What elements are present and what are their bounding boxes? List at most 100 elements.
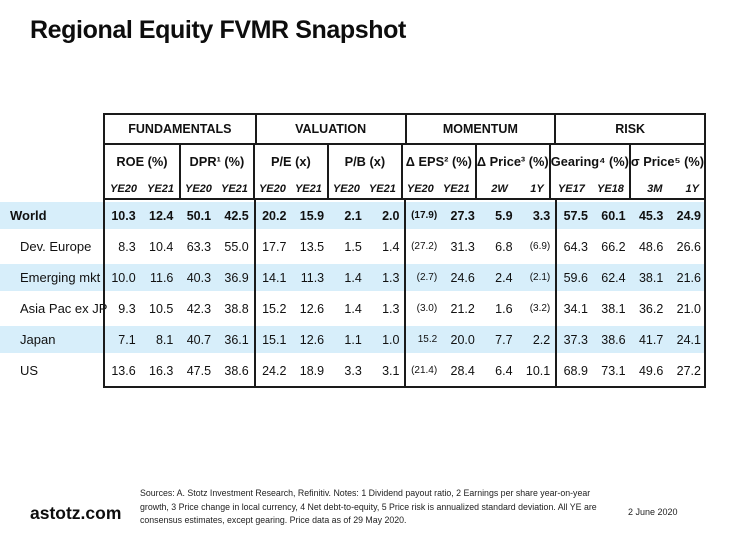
value-cell: 1.1 <box>344 332 362 347</box>
period-label: YE20 <box>406 183 434 195</box>
metric-label: P/B (x) <box>344 153 386 169</box>
metric-header-p-e-x: P/E (x) YE20 YE21 <box>252 145 327 198</box>
table-divider-momentum-risk <box>555 200 557 388</box>
row-label: World <box>10 208 47 223</box>
metric-header-gearing: Gearing⁴ (%) YE17 YE18 <box>548 145 629 198</box>
value-cell: (17.9) <box>411 210 438 221</box>
value-cell: 12.4 <box>149 208 174 223</box>
value-cell: (3.0) <box>416 303 438 314</box>
metric-header-p-b-x: P/B (x) YE20 YE21 <box>326 145 401 198</box>
value-cell: 2.2 <box>532 332 551 347</box>
value-cell: 20.2 <box>262 208 287 223</box>
value-cell: 42.3 <box>186 301 212 316</box>
row-label: US <box>20 363 39 378</box>
slide-date: 2 June 2020 <box>628 507 678 517</box>
period-label: 2W <box>491 183 508 195</box>
value-cell: 12.6 <box>299 301 325 316</box>
table-header: FUNDAMENTALS VALUATION MOMENTUM RISK ROE (%… <box>103 113 706 200</box>
value-cell: 24.2 <box>262 363 287 378</box>
row-label: Dev. Europe <box>20 239 92 254</box>
value-cell: 55.0 <box>224 239 249 254</box>
table-row-asia-pac-ex-jp: Asia Pac ex JP 9.3 10.5 42.3 38.8 15.2 12.6 1.4… <box>0 295 706 326</box>
period-label: YE21 <box>147 183 174 195</box>
value-cell: 11.3 <box>300 270 325 285</box>
value-cell: 8.1 <box>155 332 174 347</box>
table-divider-fundamentals-valuation <box>254 200 256 388</box>
period-row: YE20 YE21 <box>255 177 327 198</box>
period-label: YE17 <box>557 183 585 195</box>
period-label: YE20 <box>332 183 360 195</box>
metric-header-eps: Δ EPS² (%) YE20 YE21 <box>400 145 475 198</box>
value-cell: 21.0 <box>676 301 701 316</box>
row-label: Asia Pac ex JP <box>20 301 108 316</box>
value-cell: 11.6 <box>149 270 174 285</box>
value-cell: 3.3 <box>532 208 551 223</box>
value-cell: 1.4 <box>382 239 400 254</box>
value-cell: 45.3 <box>638 208 664 223</box>
value-cell: 36.2 <box>638 301 664 316</box>
period-row: YE20 YE21 <box>403 177 475 198</box>
metric-label: ROE (%) <box>116 153 168 169</box>
table-row-japan: Japan 7.1 8.1 40.7 36.1 15.1 12.6 1.1 1.0 15.2 20.… <box>0 326 706 357</box>
metric-label: DPR¹ (%) <box>189 153 245 169</box>
value-cell: 10.3 <box>111 208 136 223</box>
period-row: YE20 YE21 <box>329 177 401 198</box>
metric-header-row: ROE (%) YE20 YE21 DPR¹ (%) YE20 YE21 P/E (x) YE… <box>105 145 704 198</box>
value-cell: 21.6 <box>676 270 701 285</box>
value-cell: (3.2) <box>529 303 551 314</box>
value-cell: 40.7 <box>186 332 212 347</box>
metric-label: Δ Price³ (%) <box>476 153 549 169</box>
value-cell: 38.8 <box>224 301 249 316</box>
value-cell: 38.1 <box>601 301 626 316</box>
period-row: YE17 YE18 <box>551 177 629 198</box>
value-cell: 6.8 <box>495 239 513 254</box>
value-cell: 28.4 <box>450 363 475 378</box>
value-cell: 8.3 <box>118 239 136 254</box>
value-cell: 3.3 <box>344 363 362 378</box>
value-cell: (27.2) <box>411 241 438 252</box>
value-cell: 1.4 <box>344 301 362 316</box>
value-cell: 20.0 <box>450 332 475 347</box>
group-header-row: FUNDAMENTALS VALUATION MOMENTUM RISK <box>105 115 704 145</box>
value-cell: 1.5 <box>344 239 362 254</box>
period-label: YE21 <box>368 183 396 195</box>
value-cell: 38.1 <box>638 270 664 285</box>
table-row-us: US 13.6 16.3 47.5 38.6 24.2 18.9 3.3 3.1 (21.4) 28… <box>0 357 706 388</box>
value-cell: 63.3 <box>186 239 212 254</box>
metric-label: Gearing⁴ (%) <box>550 153 629 169</box>
value-cell: 36.9 <box>224 270 249 285</box>
value-cell: 37.3 <box>563 332 588 347</box>
metric-header-price: σ Price⁵ (%) 3M 1Y <box>628 145 704 198</box>
period-row: 2W 1Y <box>477 177 549 198</box>
value-cell: 10.1 <box>525 363 551 378</box>
group-header-fundamentals: FUNDAMENTALS <box>128 122 232 136</box>
value-cell: 12.6 <box>299 332 325 347</box>
value-cell: 1.6 <box>495 301 513 316</box>
value-cell: 41.7 <box>638 332 664 347</box>
value-cell: 15.2 <box>262 301 287 316</box>
table-row-world: World 10.3 12.4 50.1 42.5 20.2 15.9 2.1 2.0 (17.9… <box>0 202 706 233</box>
value-cell: 1.3 <box>382 301 400 316</box>
value-cell: 2.0 <box>382 208 400 223</box>
group-header-valuation: VALUATION <box>254 115 405 143</box>
period-row: YE20 YE21 <box>181 177 253 198</box>
value-cell: 21.2 <box>450 301 475 316</box>
value-cell: 10.4 <box>149 239 174 254</box>
row-label: Japan <box>20 332 56 347</box>
metric-header-price: Δ Price³ (%) 2W 1Y <box>474 145 549 198</box>
group-header-risk: RISK <box>554 115 704 143</box>
value-cell: 62.4 <box>601 270 626 285</box>
value-cell: 15.2 <box>417 334 438 345</box>
value-cell: (2.1) <box>529 272 551 283</box>
value-cell: 36.1 <box>224 332 249 347</box>
value-cell: 9.3 <box>118 301 136 316</box>
value-cell: 57.5 <box>563 208 588 223</box>
value-cell: 24.1 <box>676 332 701 347</box>
value-cell: 15.9 <box>299 208 325 223</box>
value-cell: 7.1 <box>118 332 136 347</box>
value-cell: 24.6 <box>450 270 475 285</box>
value-cell: 64.3 <box>563 239 588 254</box>
value-cell: 1.3 <box>382 270 400 285</box>
period-label: YE21 <box>294 183 322 195</box>
